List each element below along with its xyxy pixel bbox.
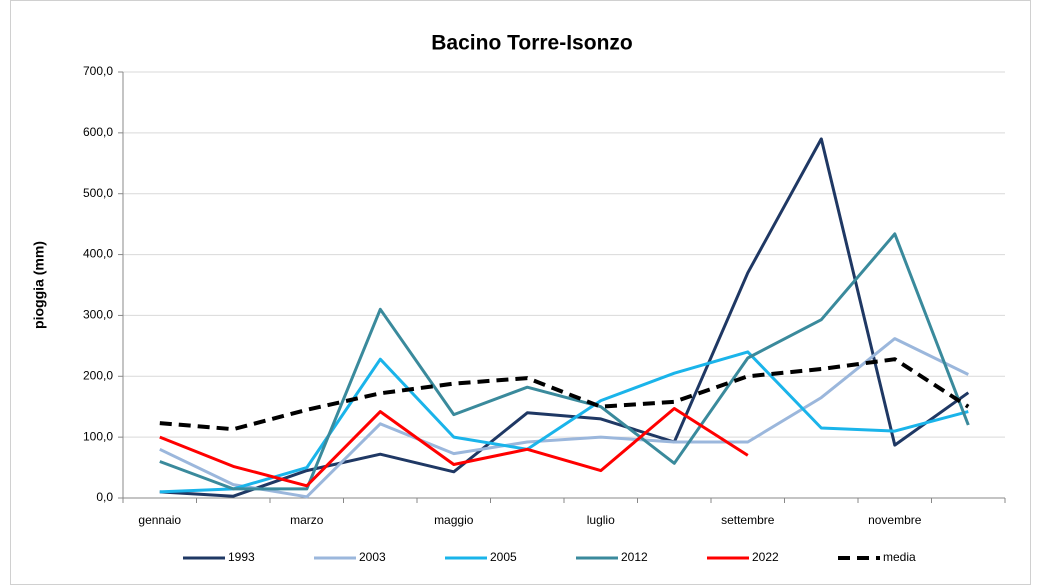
x-tick-label: luglio: [587, 513, 615, 527]
legend-label: 2022: [752, 550, 779, 564]
y-tick-label: 700,0: [83, 64, 113, 78]
legend-label: 2012: [621, 550, 648, 564]
x-tick-label: novembre: [868, 513, 922, 527]
chart-frame: [10, 0, 1031, 585]
legend-label: 1993: [228, 550, 255, 564]
series-line: [159, 357, 970, 432]
y-tick-label: 300,0: [83, 308, 113, 322]
y-tick-label: 100,0: [83, 429, 113, 443]
series-line: [159, 407, 749, 488]
legend-label: media: [883, 550, 916, 564]
y-axis-label: pioggia (mm): [31, 241, 47, 329]
legend-label: 2005: [490, 550, 517, 564]
series-line: [159, 232, 970, 491]
series-line: [159, 350, 969, 494]
y-tick-label: 600,0: [83, 125, 113, 139]
x-tick-label: marzo: [290, 513, 324, 527]
legend-label: 2003: [359, 550, 386, 564]
y-tick-label: 0,0: [96, 490, 113, 504]
series-line: [159, 137, 970, 498]
x-tick-label: settembre: [721, 513, 775, 527]
series-line: [159, 337, 969, 499]
x-tick-label: gennaio: [138, 513, 181, 527]
x-tick-label: maggio: [434, 513, 474, 527]
y-tick-label: 400,0: [83, 247, 113, 261]
y-tick-label: 500,0: [83, 186, 113, 200]
y-tick-label: 200,0: [83, 368, 113, 382]
chart-title: Bacino Torre-Isonzo: [431, 32, 632, 55]
